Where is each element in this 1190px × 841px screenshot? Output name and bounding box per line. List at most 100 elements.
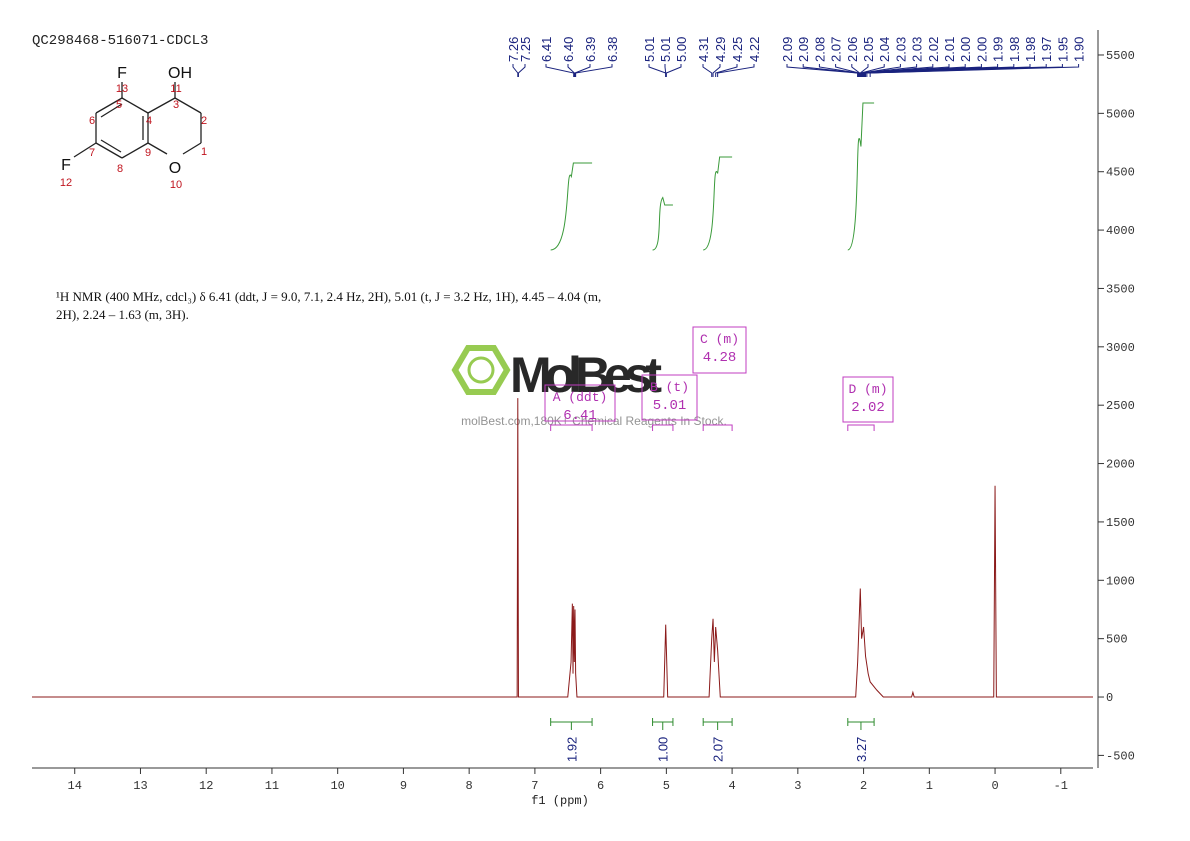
y-tick-label: 1000 [1106,574,1135,588]
peak-label: 2.06 [845,37,860,62]
y-tick-label: 3500 [1106,282,1135,296]
integral-value: 3.27 [854,737,869,762]
integral-value: 1.92 [564,737,579,762]
peak-leader [664,64,667,77]
atom-number: 3 [173,99,179,111]
atom-label: F [117,65,127,82]
peak-label: 2.09 [780,37,795,62]
peak-leader [859,64,869,77]
chart-title: QC298468-516071-CDCL3 [32,33,208,49]
x-tick-label: 14 [68,779,82,793]
atom-number: 11 [170,83,181,95]
integral-value: 1.00 [656,737,671,762]
x-tick-label: 3 [794,779,801,793]
peak-leader [567,64,575,77]
peak-leader [702,64,713,77]
peak-label: 5.01 [658,37,673,62]
spectrum-line [32,398,1093,698]
multiplet-bracket [847,424,875,431]
peak-leader [835,64,860,77]
x-tick-label: 5 [663,779,670,793]
peak-label: 2.00 [974,37,989,62]
molecule-bonds [73,82,202,159]
x-tick-label: 12 [199,779,213,793]
multiplet-shift: 2.02 [851,400,885,416]
peak-label: 4.31 [696,37,711,62]
watermark-brand: MolBest [510,347,662,403]
x-tick-label: -1 [1054,779,1068,793]
x-tick-label: 10 [330,779,344,793]
peak-leader [715,64,738,77]
peak-label: 1.95 [1055,37,1070,62]
atom-number: 8 [117,163,123,175]
peak-label: 1.98 [1007,37,1022,62]
peak-leader [869,64,1080,77]
y-tick-label: 2500 [1106,399,1135,413]
peak-leader [665,64,682,77]
x-tick-label: 2 [860,779,867,793]
x-tick-label: 4 [729,779,736,793]
multiplet-bracket [652,424,674,431]
peak-leader [717,64,755,77]
atom-label: F [61,157,71,174]
peak-label: 4.22 [747,37,762,62]
x-tick-label: 0 [991,779,998,793]
atom-number: 5 [116,99,122,111]
multiplet-box [692,326,747,374]
peak-label: 1.97 [1039,37,1054,62]
multiplet-shift: 5.01 [653,398,687,414]
atom-number: 6 [89,115,95,127]
peak-label: 7.26 [506,37,521,62]
y-tick-label: 0 [1106,691,1113,705]
atom-number: 9 [145,147,151,159]
peak-label: 2.03 [910,37,925,62]
atom-number: 13 [116,83,128,95]
nmr-description: ¹H NMR (400 MHz, cdcl₃) δ 6.41 (ddt, J =… [56,289,602,322]
peak-label: 2.05 [861,37,876,62]
atom-number: 12 [60,177,72,189]
peak-label: 1.98 [1023,37,1038,62]
peak-label: 2.00 [958,37,973,62]
peak-label: 6.41 [539,37,554,62]
peak-label: 6.39 [583,37,598,62]
peak-label: 2.01 [942,37,957,62]
atom-label: OH [168,65,192,82]
peak-label: 2.09 [796,37,811,62]
multiplet-name: B (t) [650,380,689,395]
multiplet-name: D (m) [848,382,887,397]
peak-label: 2.08 [812,37,827,62]
peak-label: 7.25 [518,37,533,62]
y-tick-label: 5500 [1106,49,1135,63]
x-tick-label: 8 [466,779,473,793]
peak-label: 2.07 [829,37,844,62]
peak-leader [648,64,667,77]
peak-label: 2.03 [893,37,908,62]
y-tick-label: 3000 [1106,341,1135,355]
peak-leader [575,64,613,77]
x-tick-label: 7 [531,779,538,793]
peak-label: 1.90 [1072,37,1087,62]
peak-label: 6.40 [561,37,576,62]
peak-label: 5.00 [674,37,689,62]
multiplet-box [641,374,698,421]
multiplet-bracket [702,424,733,431]
x-tick-label: 11 [265,779,279,793]
multiplet-shift: 4.28 [703,350,737,366]
peak-leader [860,64,885,77]
x-tick-label: 9 [400,779,407,793]
x-tick-label: 1 [926,779,933,793]
integral-value: 2.07 [711,737,726,762]
peak-leader [574,64,591,77]
atom-label: O [169,160,181,177]
peak-label: 5.01 [642,37,657,62]
peak-leader [861,64,934,77]
multiplet-name: C (m) [700,332,739,347]
multiplet-bracket [550,424,593,431]
y-tick-label: 2000 [1106,458,1135,472]
peak-label: 4.29 [713,37,728,62]
multiplet-box [842,376,894,423]
integral-curve [847,102,875,251]
atom-number: 2 [201,115,207,127]
